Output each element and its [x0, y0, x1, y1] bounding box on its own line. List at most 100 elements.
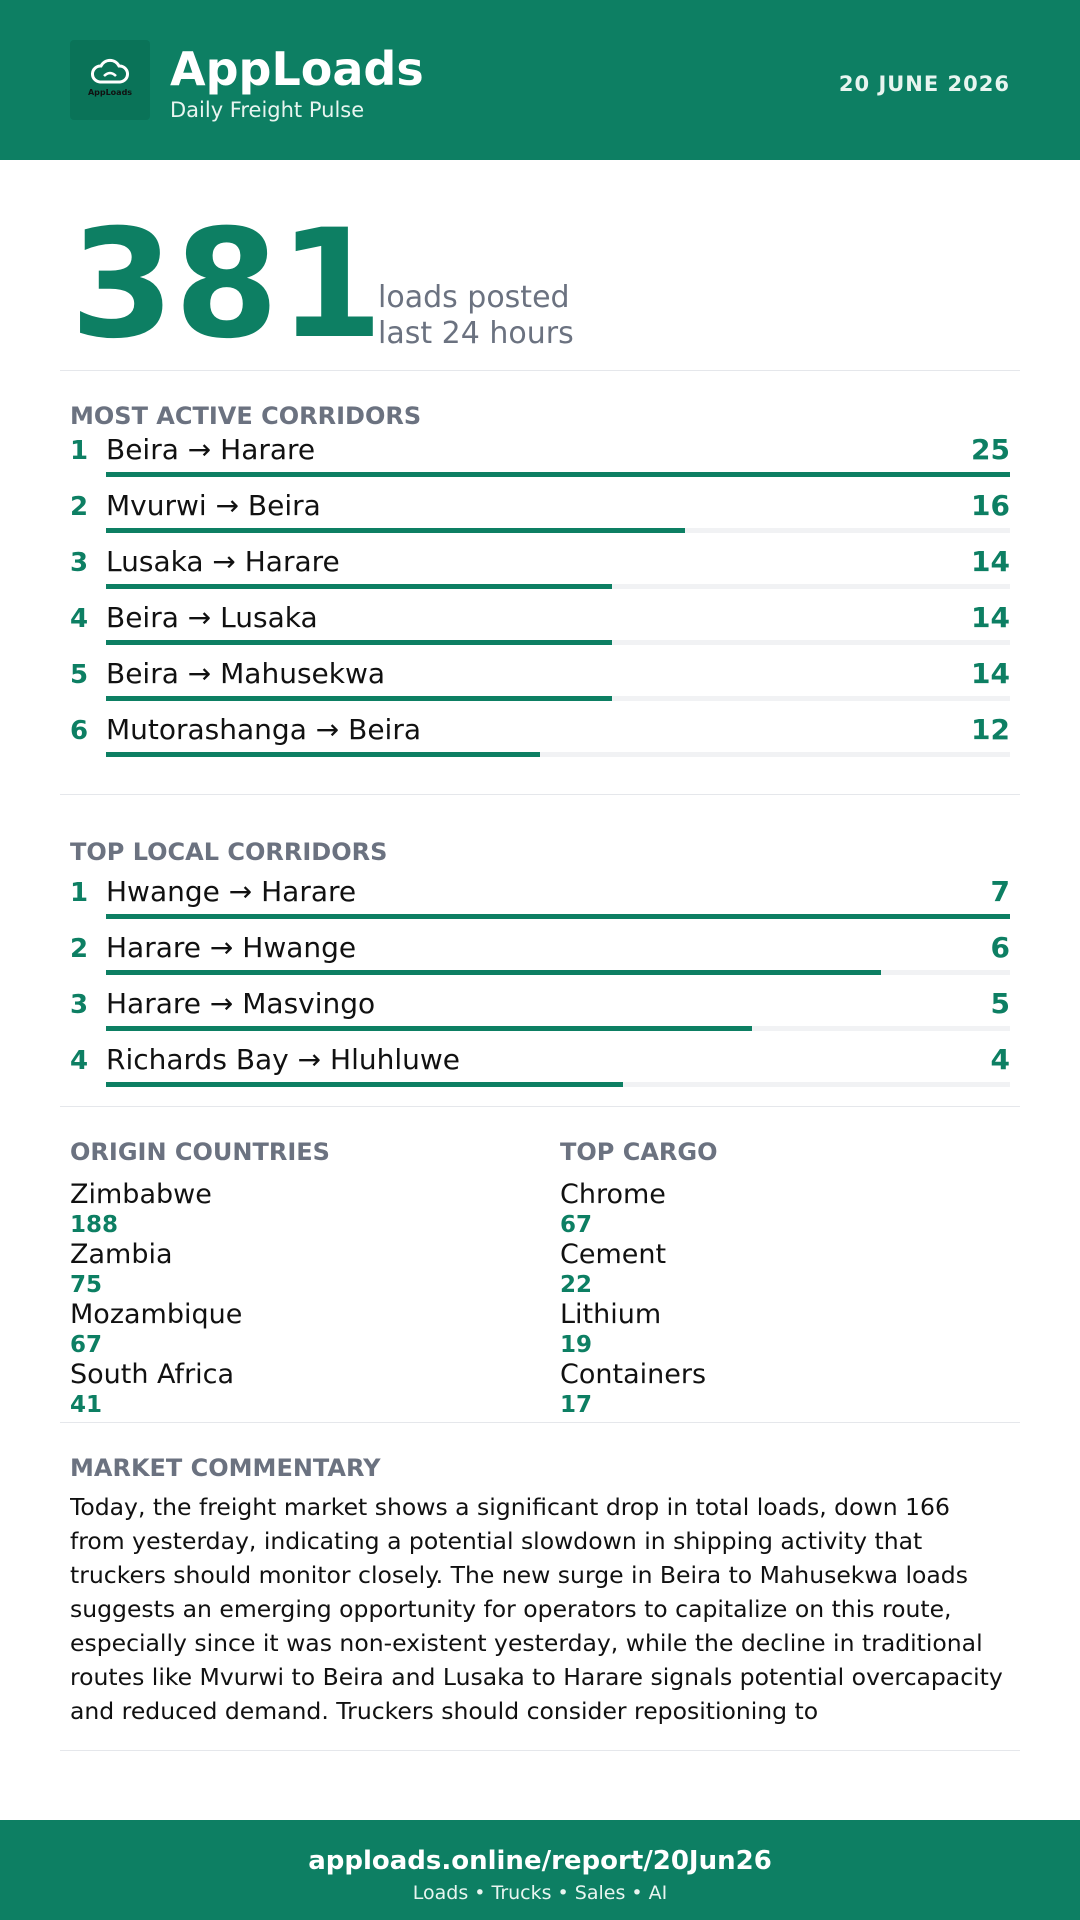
footer-tagline: Loads • Trucks • Sales • AI [412, 1882, 668, 1904]
list-item-name: Containers [560, 1359, 707, 1390]
corridor-row: 2 Harare → Hwange 6 [0, 931, 1080, 992]
corridor-bar-track [106, 528, 1010, 533]
header-bar: AppLoads AppLoads Daily Freight Pulse 20… [0, 0, 1080, 160]
hero-label-line1: loads posted [378, 280, 570, 315]
corridor-count: 14 [971, 545, 1010, 578]
corridor-rank: 5 [70, 660, 89, 690]
corridor-bar-track [106, 752, 1010, 757]
corridor-bar-track [106, 1026, 1010, 1031]
corridor-bar-fill [106, 1026, 752, 1031]
list-item-value: 188 [70, 1212, 119, 1238]
loads-posted-count: 381 [70, 198, 384, 372]
corridor-bar-fill [106, 528, 685, 533]
corridor-count: 5 [990, 987, 1010, 1020]
corridor-count: 14 [971, 657, 1010, 690]
report-date: 20 JUNE 2026 [838, 72, 1010, 96]
list-item-name: Chrome [560, 1179, 666, 1210]
corridor-count: 4 [990, 1043, 1010, 1076]
origin-countries-panel: ORIGIN COUNTRIES Zimbabwe 188 Zambia 75 Moza… [70, 1140, 530, 1420]
corridor-bar-fill [106, 914, 1010, 919]
corridor-bar-track [106, 584, 1010, 589]
list-item-value: 41 [70, 1392, 103, 1418]
corridor-bar-track [106, 914, 1010, 919]
most-active-corridors-title: MOST ACTIVE CORRIDORS [70, 402, 422, 430]
top-cargo-panel: TOP CARGO Chrome 67 Cement 22 Lithium 19 Conta… [560, 1140, 1020, 1420]
corridor-rank: 2 [70, 492, 89, 522]
list-item-name: Mozambique [70, 1299, 243, 1330]
corridor-count: 12 [971, 713, 1010, 746]
corridor-bar-fill [106, 696, 613, 701]
corridor-count: 25 [971, 433, 1010, 466]
corridor-rank: 1 [70, 878, 89, 908]
origin-countries-title: ORIGIN COUNTRIES [70, 1138, 330, 1166]
list-item-value: 19 [560, 1332, 593, 1358]
corridor-route: Beira → Mahusekwa [106, 657, 386, 690]
cloud-icon [91, 58, 129, 84]
corridor-bar-fill [106, 640, 613, 645]
corridor-rank: 6 [70, 716, 89, 746]
list-item-value: 22 [560, 1272, 593, 1298]
corridor-bar-track [106, 696, 1010, 701]
footer-bar: apploads.online/report/20Jun26 Loads • T… [0, 1820, 1080, 1920]
corridor-row: 6 Mutorashanga → Beira 12 [0, 713, 1080, 774]
corridor-rank: 4 [70, 1046, 89, 1076]
divider [60, 1106, 1020, 1107]
corridor-rank: 1 [70, 436, 89, 466]
corridor-route: Beira → Harare [106, 433, 316, 466]
list-item-name: Lithium [560, 1299, 662, 1330]
market-commentary-text: Today, the freight market shows a signif… [70, 1493, 1003, 1725]
corridor-bar-track [106, 640, 1010, 645]
corridor-count: 7 [990, 875, 1010, 908]
corridor-route: Harare → Hwange [106, 931, 357, 964]
brand-tagline: Daily Freight Pulse [170, 98, 365, 122]
top-cargo-list: Chrome 67 Cement 22 Lithium 19 Containers 17 [560, 1180, 1020, 1420]
list-item-name: Cement [560, 1239, 667, 1270]
corridor-bar-track [106, 1082, 1010, 1087]
corridor-route: Lusaka → Harare [106, 545, 340, 578]
corridor-count: 6 [990, 931, 1010, 964]
app-logo[interactable]: AppLoads [70, 40, 150, 120]
corridor-row: 5 Beira → Mahusekwa 14 [0, 657, 1080, 718]
logo-wordmark: AppLoads [87, 88, 133, 97]
corridor-route: Hwange → Harare [106, 875, 357, 908]
origin-countries-list: Zimbabwe 188 Zambia 75 Mozambique 67 South Afr… [70, 1180, 530, 1420]
corridor-bar-fill [106, 584, 613, 589]
list-item-name: Zimbabwe [70, 1179, 212, 1210]
list-item-value: 75 [70, 1272, 103, 1298]
list-item-value: 67 [70, 1332, 103, 1358]
divider [60, 1750, 1020, 1751]
corridor-route: Mutorashanga → Beira [106, 713, 421, 746]
corridor-rank: 2 [70, 934, 89, 964]
corridor-row: 3 Harare → Masvingo 5 [0, 987, 1080, 1048]
loads-posted-label: loads posted last 24 hours [378, 280, 574, 352]
corridor-bar-fill [106, 472, 1010, 477]
corridor-bar-track [106, 472, 1010, 477]
divider [60, 370, 1020, 371]
corridor-count: 14 [971, 601, 1010, 634]
corridor-rank: 3 [70, 990, 89, 1020]
divider [60, 1422, 1020, 1423]
brand-name: AppLoads [170, 42, 424, 96]
corridor-rank: 3 [70, 548, 89, 578]
corridor-row: 1 Hwange → Harare 7 [0, 875, 1080, 936]
corridor-row: 4 Beira → Lusaka 14 [0, 601, 1080, 662]
corridor-row: 3 Lusaka → Harare 14 [0, 545, 1080, 606]
corridor-bar-track [106, 970, 1010, 975]
corridor-bar-fill [106, 1082, 623, 1087]
report-link[interactable]: apploads.online/report/20Jun26 [308, 1846, 772, 1876]
corridor-row: 1 Beira → Harare 25 [0, 433, 1080, 494]
divider [60, 794, 1020, 795]
list-item-name: South Africa [70, 1359, 235, 1390]
corridor-bar-fill [106, 970, 881, 975]
corridor-bar-fill [106, 752, 540, 757]
corridor-row: 4 Richards Bay → Hluhluwe 4 [0, 1043, 1080, 1104]
list-item-name: Zambia [70, 1239, 173, 1270]
list-item-value: 67 [560, 1212, 593, 1238]
hero-label-line2: last 24 hours [378, 316, 574, 351]
corridor-rank: 4 [70, 604, 89, 634]
corridor-route: Mvurwi → Beira [106, 489, 321, 522]
top-local-corridors-title: TOP LOCAL CORRIDORS [70, 838, 388, 866]
corridor-route: Beira → Lusaka [106, 601, 318, 634]
corridor-row: 2 Mvurwi → Beira 16 [0, 489, 1080, 550]
corridor-count: 16 [971, 489, 1010, 522]
